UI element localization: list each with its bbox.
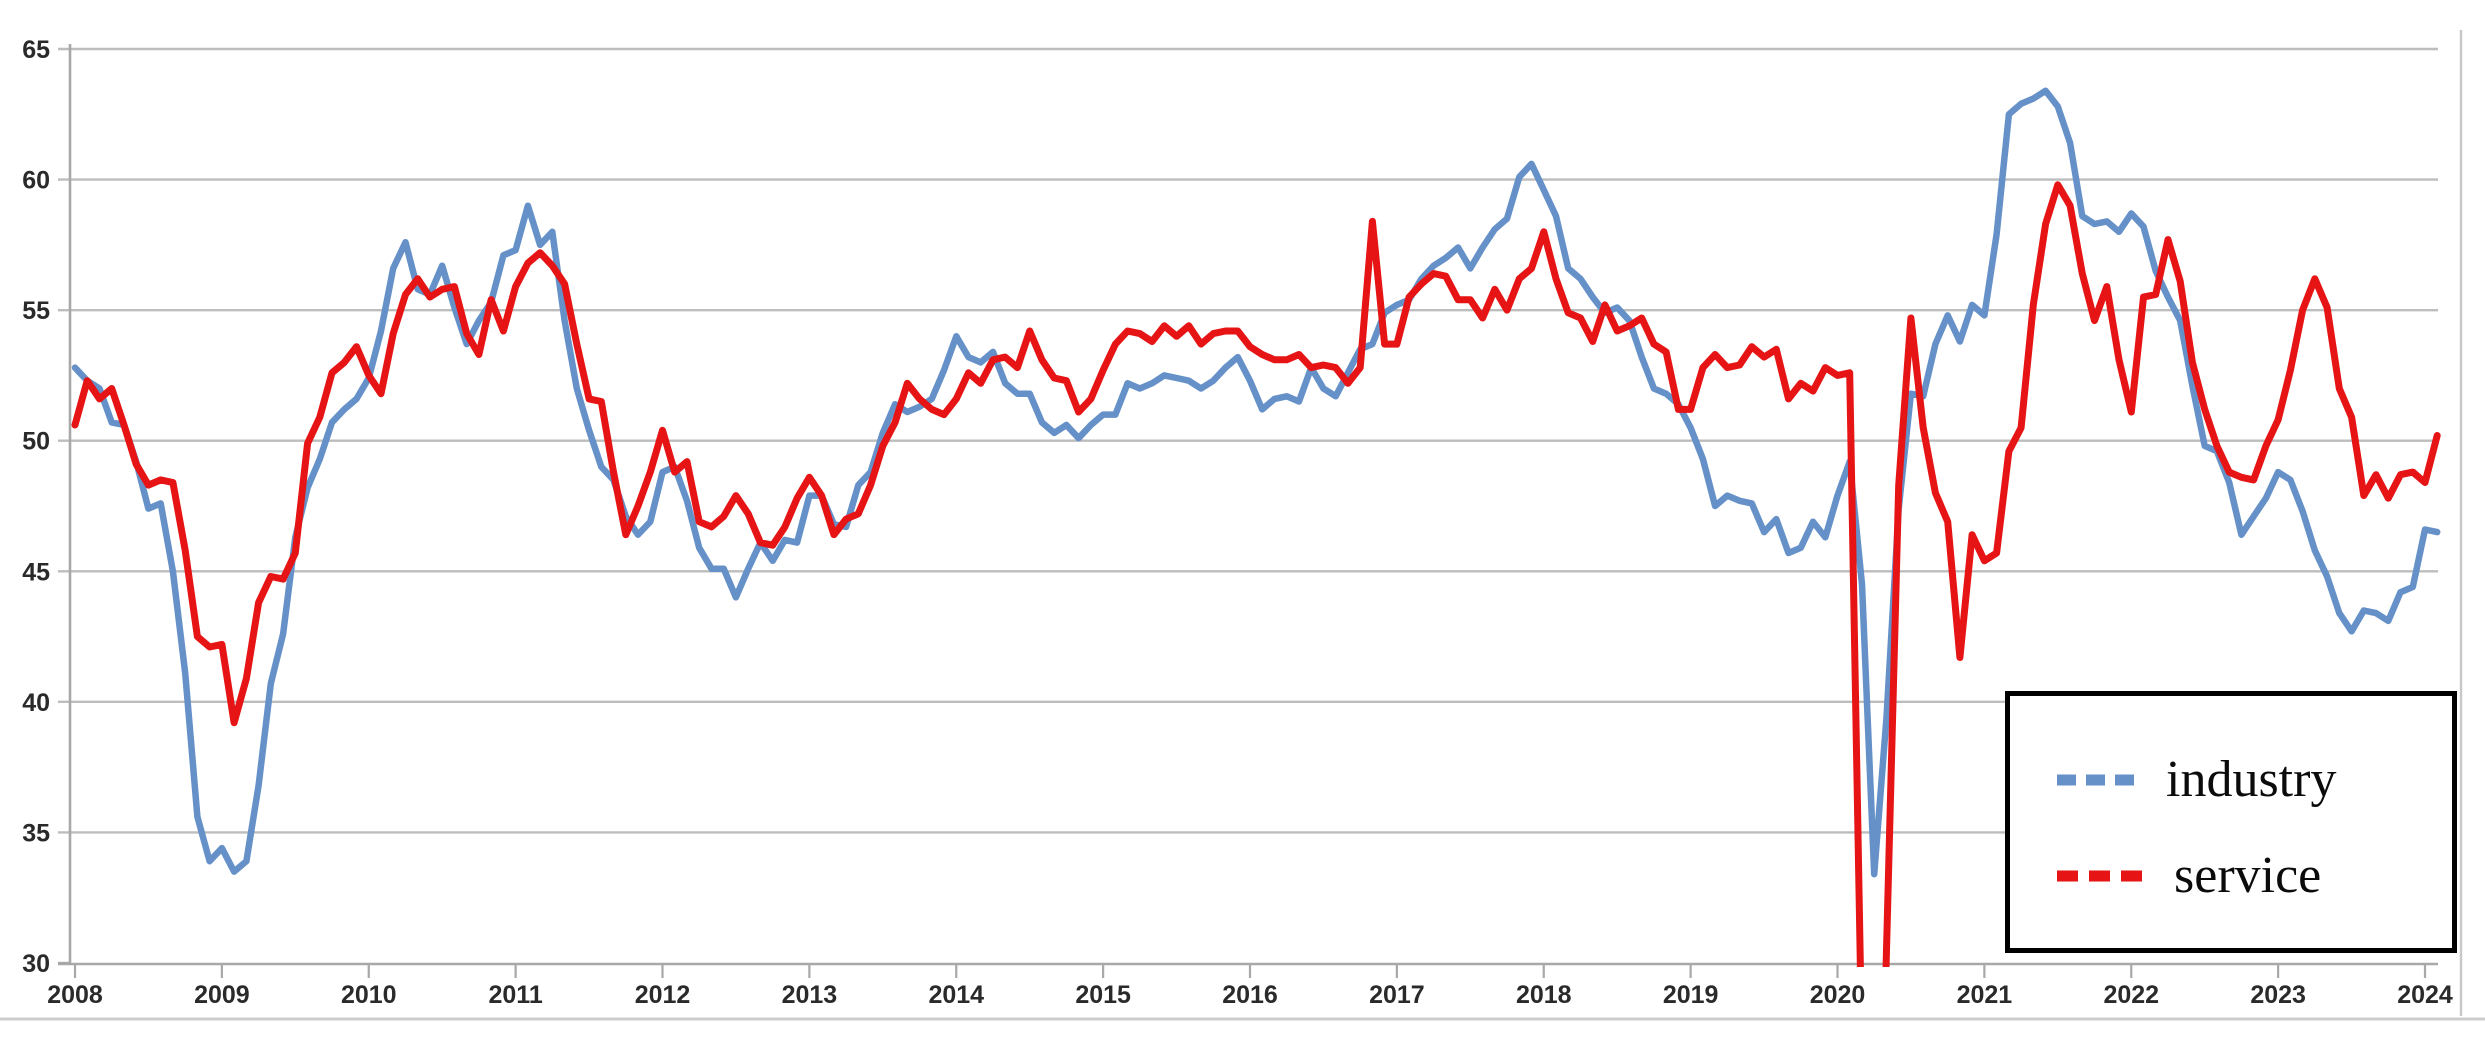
y-tick-label: 35 [22,819,50,847]
x-tick-label: 2018 [1516,981,1572,1009]
x-tick-label: 2024 [2397,981,2453,1009]
legend-item-industry: industry [2054,754,2452,806]
service-series-line [71,181,2441,967]
legend-item-service: service [2054,850,2452,902]
legend-label-service: service [2174,847,2322,904]
y-axis-labels: 30 35 40 45 50 55 60 65 [22,36,50,978]
y-tick-label: 65 [22,36,50,64]
x-tick-label: 2021 [1957,981,2013,1009]
x-tick-label: 2009 [194,981,250,1009]
y-tick-label: 55 [22,297,50,325]
x-tick-label: 2020 [1810,981,1866,1009]
y-tick-label: 60 [22,167,50,195]
x-tick-label: 2015 [1075,981,1131,1009]
x-tick-label: 2019 [1663,981,1719,1009]
y-tick-label: 40 [22,689,50,717]
x-tick-label: 2014 [928,981,984,1009]
legend-label-industry: industry [2166,751,2337,808]
x-axis-labels: 2008 2009 2010 2011 2012 2013 2014 2015 2016 2017… [47,964,2453,1009]
x-tick-label: 2012 [635,981,691,1009]
x-tick-label: 2013 [782,981,838,1009]
x-tick-label: 2017 [1369,981,1425,1009]
x-tick-label: 2023 [2250,981,2306,1009]
x-tick-label: 2022 [2103,981,2159,1009]
y-tick-label: 50 [22,428,50,456]
x-tick-label: 2016 [1222,981,1278,1009]
legend: industry service [2005,691,2457,953]
service-dash-swatch [2057,870,2145,882]
y-tick-label: 45 [22,558,50,586]
industry-dash-swatch [2057,774,2137,786]
y-tick-label: 30 [22,950,50,978]
x-tick-label: 2008 [47,981,103,1009]
x-tick-label: 2010 [341,981,397,1009]
axes-frame [0,30,2485,1021]
x-tick-label: 2011 [489,981,543,1009]
series-lines [71,87,2441,967]
